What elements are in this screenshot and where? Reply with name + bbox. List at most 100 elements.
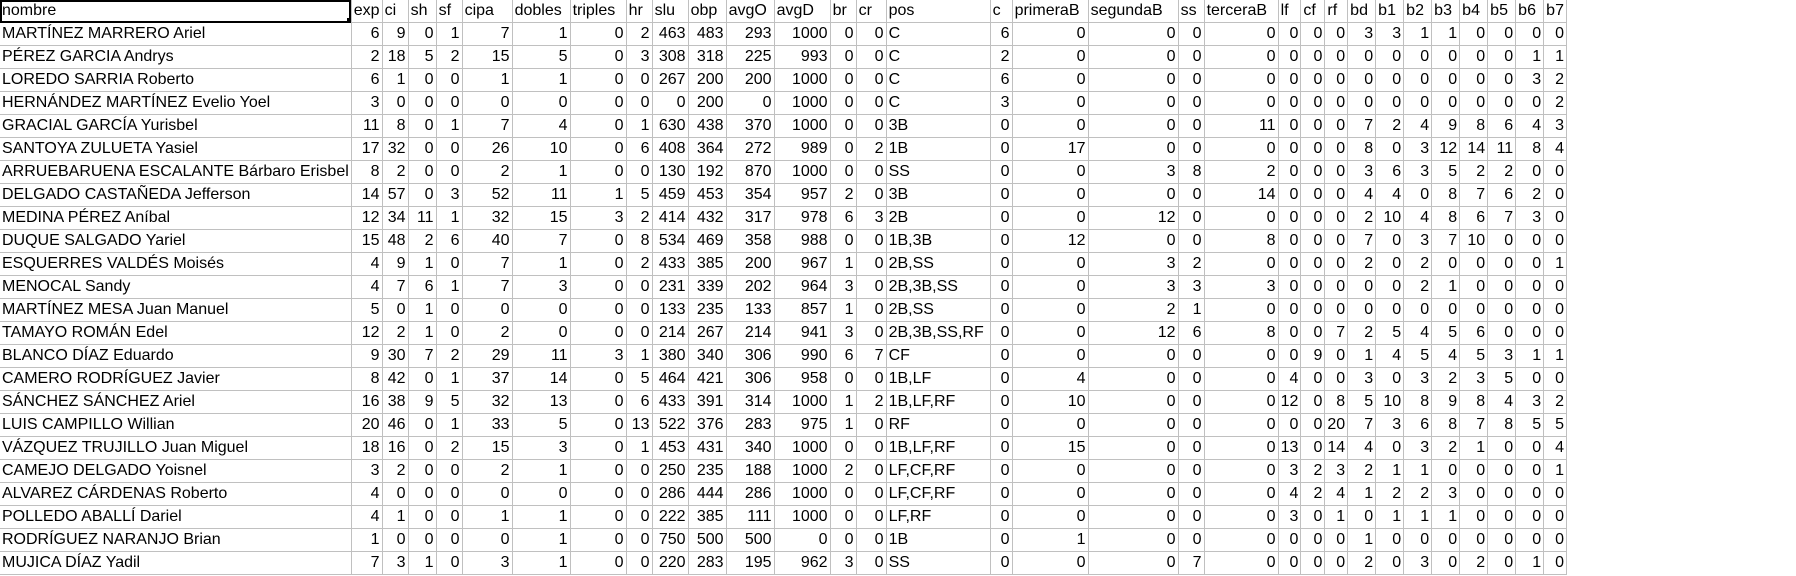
stat-cell[interactable]: 1 bbox=[1347, 344, 1377, 368]
stat-cell[interactable]: 2 bbox=[1375, 114, 1405, 138]
stat-cell[interactable]: 7 bbox=[462, 114, 513, 138]
stat-cell[interactable]: 2 bbox=[1403, 482, 1433, 506]
stat-cell[interactable]: 9 bbox=[382, 22, 409, 46]
stat-cell[interactable]: 0 bbox=[1487, 528, 1517, 552]
stat-cell[interactable]: 2 bbox=[626, 252, 653, 276]
player-name-cell[interactable]: BLANCO DÍAZ Eduardo bbox=[0, 344, 352, 368]
stat-cell[interactable]: 0 bbox=[1487, 275, 1517, 299]
stat-cell[interactable]: 5 bbox=[436, 390, 463, 414]
column-header-cell[interactable]: triples bbox=[570, 0, 627, 23]
stat-cell[interactable]: 37 bbox=[462, 367, 513, 391]
stat-cell[interactable]: 17 bbox=[1012, 137, 1089, 161]
stat-cell[interactable]: 3 bbox=[1487, 344, 1517, 368]
stat-cell[interactable]: 3 bbox=[1347, 160, 1377, 184]
stat-cell[interactable]: 0 bbox=[1324, 91, 1349, 115]
stat-cell[interactable]: 0 bbox=[1300, 91, 1326, 115]
stat-cell[interactable]: 0 bbox=[1459, 252, 1489, 276]
stat-cell[interactable]: 0 bbox=[830, 436, 857, 460]
stat-cell[interactable]: 0 bbox=[990, 436, 1013, 460]
stat-cell[interactable]: 8 bbox=[351, 367, 383, 391]
position-cell[interactable]: LF,CF,RF bbox=[886, 482, 991, 506]
stat-cell[interactable]: 0 bbox=[830, 114, 857, 138]
column-header-cell[interactable]: br bbox=[830, 0, 857, 23]
stat-cell[interactable]: 7 bbox=[1347, 114, 1377, 138]
stat-cell[interactable]: 0 bbox=[1300, 22, 1326, 46]
stat-cell[interactable]: 0 bbox=[990, 344, 1013, 368]
stat-cell[interactable]: 0 bbox=[1204, 137, 1279, 161]
stat-cell[interactable]: 3 bbox=[1403, 137, 1433, 161]
stat-cell[interactable]: 8 bbox=[1204, 229, 1279, 253]
stat-cell[interactable]: 0 bbox=[1515, 160, 1545, 184]
stat-cell[interactable]: 0 bbox=[1278, 68, 1302, 92]
stat-cell[interactable]: 2 bbox=[1459, 551, 1489, 575]
stat-cell[interactable]: 12 bbox=[351, 321, 383, 345]
stat-cell[interactable]: 0 bbox=[1012, 252, 1089, 276]
stat-cell[interactable]: 0 bbox=[570, 459, 627, 483]
stat-cell[interactable]: 0 bbox=[1012, 91, 1089, 115]
stat-cell[interactable]: 0 bbox=[626, 91, 653, 115]
stat-cell[interactable]: 432 bbox=[688, 206, 727, 230]
stat-cell[interactable]: 5 bbox=[1543, 413, 1567, 437]
stat-cell[interactable]: 2 bbox=[1543, 68, 1567, 92]
stat-cell[interactable]: 0 bbox=[382, 482, 409, 506]
column-header-cell[interactable]: sf bbox=[436, 0, 463, 23]
stat-cell[interactable]: 6 bbox=[990, 22, 1013, 46]
stat-cell[interactable]: 0 bbox=[626, 160, 653, 184]
stat-cell[interactable]: 0 bbox=[436, 252, 463, 276]
stat-cell[interactable]: 1 bbox=[436, 367, 463, 391]
stat-cell[interactable]: 0 bbox=[408, 413, 437, 437]
stat-cell[interactable]: 5 bbox=[1375, 321, 1405, 345]
stat-cell[interactable]: 0 bbox=[1487, 45, 1517, 69]
stat-cell[interactable]: 231 bbox=[652, 275, 689, 299]
stat-cell[interactable]: 3 bbox=[1088, 275, 1179, 299]
stat-cell[interactable]: 0 bbox=[626, 505, 653, 529]
stat-cell[interactable]: 7 bbox=[462, 22, 513, 46]
stat-cell[interactable]: 0 bbox=[1300, 321, 1326, 345]
stat-cell[interactable]: 0 bbox=[1204, 528, 1279, 552]
stat-cell[interactable]: 250 bbox=[652, 459, 689, 483]
stat-cell[interactable]: 3 bbox=[856, 206, 887, 230]
stat-cell[interactable]: 0 bbox=[1178, 413, 1205, 437]
stat-cell[interactable]: 15 bbox=[462, 45, 513, 69]
player-name-cell[interactable]: VÁZQUEZ TRUJILLO Juan Miguel bbox=[0, 436, 352, 460]
stat-cell[interactable]: 978 bbox=[774, 206, 831, 230]
stat-cell[interactable]: 0 bbox=[1324, 160, 1349, 184]
stat-cell[interactable]: 1 bbox=[1515, 344, 1545, 368]
position-cell[interactable]: LF,RF bbox=[886, 505, 991, 529]
stat-cell[interactable]: 0 bbox=[570, 482, 627, 506]
stat-cell[interactable]: 0 bbox=[1300, 160, 1326, 184]
stat-cell[interactable]: 0 bbox=[1431, 68, 1461, 92]
stat-cell[interactable]: 0 bbox=[1204, 459, 1279, 483]
stat-cell[interactable]: 0 bbox=[1012, 206, 1089, 230]
stat-cell[interactable]: 7 bbox=[1431, 229, 1461, 253]
stat-cell[interactable]: 0 bbox=[990, 183, 1013, 207]
stat-cell[interactable]: 200 bbox=[688, 68, 727, 92]
column-header-cell[interactable]: obp bbox=[688, 0, 727, 23]
column-header-cell[interactable]: b1 bbox=[1375, 0, 1405, 23]
stat-cell[interactable]: 3 bbox=[1515, 390, 1545, 414]
player-name-cell[interactable]: LOREDO SARRIA Roberto bbox=[0, 68, 352, 92]
column-header-cell[interactable]: b5 bbox=[1487, 0, 1517, 23]
stat-cell[interactable]: 4 bbox=[512, 114, 571, 138]
stat-cell[interactable]: 0 bbox=[1515, 298, 1545, 322]
stat-cell[interactable]: 11 bbox=[1204, 114, 1279, 138]
column-header-cell[interactable]: pos bbox=[886, 0, 991, 23]
stat-cell[interactable]: 3 bbox=[1403, 436, 1433, 460]
stat-cell[interactable]: 318 bbox=[688, 45, 727, 69]
stat-cell[interactable]: 3 bbox=[512, 436, 571, 460]
stat-cell[interactable]: 0 bbox=[1375, 367, 1405, 391]
stat-cell[interactable]: 214 bbox=[726, 321, 775, 345]
stat-cell[interactable]: 0 bbox=[1403, 45, 1433, 69]
stat-cell[interactable]: 0 bbox=[1487, 68, 1517, 92]
stat-cell[interactable]: 5 bbox=[1487, 367, 1517, 391]
stat-cell[interactable]: 0 bbox=[1012, 321, 1089, 345]
stat-cell[interactable]: 7 bbox=[1459, 413, 1489, 437]
stat-cell[interactable]: 0 bbox=[856, 160, 887, 184]
stat-cell[interactable]: 0 bbox=[1515, 22, 1545, 46]
stat-cell[interactable]: 0 bbox=[774, 528, 831, 552]
stat-cell[interactable]: 3 bbox=[1459, 367, 1489, 391]
position-cell[interactable]: SS bbox=[886, 160, 991, 184]
stat-cell[interactable]: 0 bbox=[856, 413, 887, 437]
stat-cell[interactable]: 0 bbox=[436, 551, 463, 575]
stat-cell[interactable]: 0 bbox=[408, 459, 437, 483]
